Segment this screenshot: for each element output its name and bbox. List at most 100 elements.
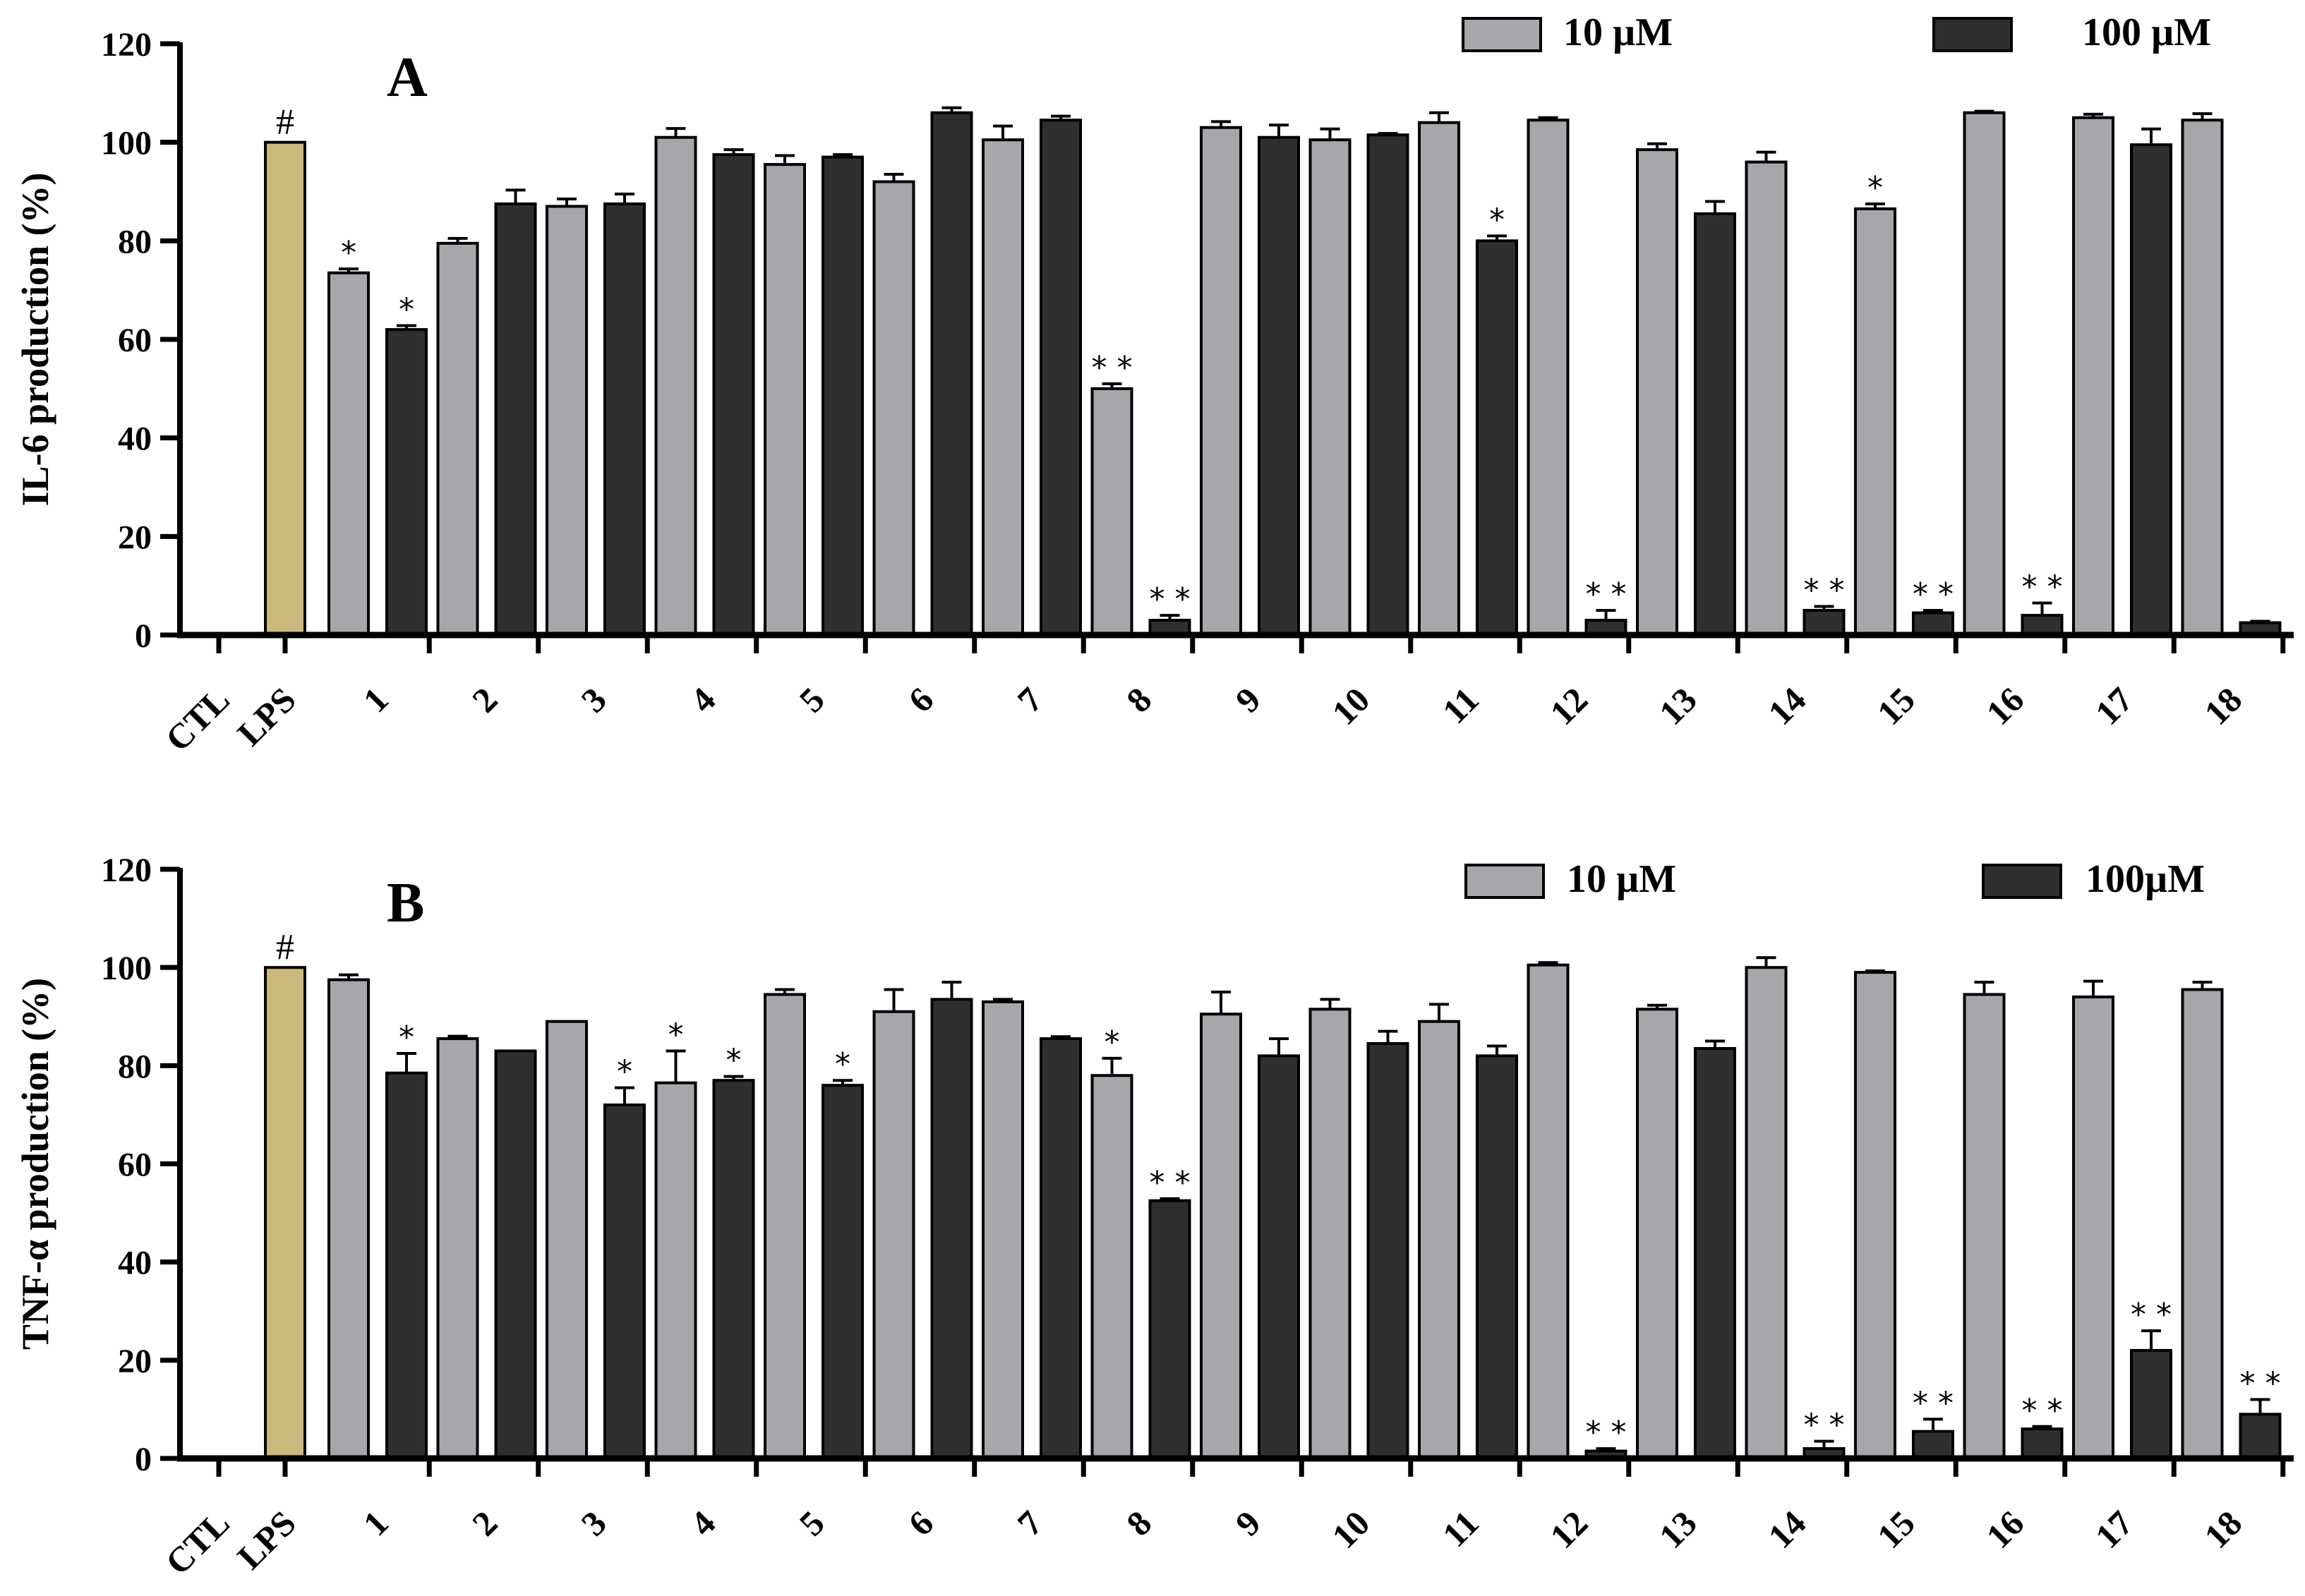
lps-annotation: # bbox=[276, 927, 294, 967]
significance-marker: * * bbox=[1913, 576, 1954, 612]
legend-swatch-10uM bbox=[1462, 17, 1542, 52]
bar-lps bbox=[264, 966, 306, 1460]
x-label-compound-17: 17 bbox=[2088, 679, 2141, 732]
bar-10uM-compound-18 bbox=[2181, 988, 2224, 1460]
y-tick-label: 40 bbox=[118, 421, 152, 458]
significance-marker: * bbox=[1105, 1024, 1120, 1060]
bar-100uM-compound-2 bbox=[494, 1049, 537, 1461]
bar-10uM-compound-15 bbox=[1854, 971, 1896, 1460]
bar-100uM-compound-7 bbox=[1040, 1037, 1082, 1460]
significance-marker: * * bbox=[1586, 576, 1627, 612]
bar-100uM-compound-8 bbox=[1148, 1199, 1191, 1460]
chart-panel-a: 0 20 40 60 80 100 120 IL-6 production (%) A 10 µM… bbox=[14, 11, 2294, 758]
legend-swatch-100uM bbox=[1982, 864, 2062, 899]
bar-100uM-compound-6 bbox=[930, 111, 973, 636]
bar-10uM-compound-1 bbox=[327, 271, 370, 637]
x-label-compound-14: 14 bbox=[1760, 679, 1813, 732]
x-label-ctl: CTL bbox=[157, 1503, 236, 1582]
bar-10uM-compound-16 bbox=[1963, 111, 2006, 636]
x-label-compound-5: 5 bbox=[792, 1503, 832, 1543]
legend-swatch-100uM bbox=[1932, 17, 2013, 52]
bar-10uM-compound-2 bbox=[436, 1037, 479, 1460]
bar-100uM-compound-15 bbox=[1912, 611, 1954, 637]
bar-10uM-compound-10 bbox=[1308, 1008, 1352, 1460]
x-label-compound-14: 14 bbox=[1760, 1503, 1813, 1556]
x-label-compound-7: 7 bbox=[1010, 1503, 1050, 1543]
x-label-lps: LPS bbox=[229, 679, 303, 753]
x-label-compound-17: 17 bbox=[2088, 1503, 2141, 1556]
bar-10uM-compound-6 bbox=[872, 180, 915, 636]
lps-annotation: # bbox=[276, 102, 294, 143]
bar-100uM-compound-9 bbox=[1258, 135, 1300, 636]
bar-10uM-compound-17 bbox=[2072, 995, 2114, 1460]
x-label-compound-9: 9 bbox=[1228, 1503, 1268, 1543]
bar-10uM-compound-11 bbox=[1418, 1020, 1460, 1461]
bar-100uM-compound-13 bbox=[1694, 212, 1736, 636]
y-tick-label: 120 bbox=[101, 852, 152, 889]
y-axis-title: IL-6 production (%) bbox=[14, 172, 56, 506]
bar-10uM-compound-17 bbox=[2072, 116, 2114, 636]
bar-100uM-compound-11 bbox=[1476, 239, 1518, 637]
x-label-compound-15: 15 bbox=[1870, 1503, 1922, 1556]
x-label-ctl: CTL bbox=[157, 679, 236, 758]
significance-marker: * * bbox=[1913, 1385, 1954, 1421]
y-tick-label: 40 bbox=[118, 1245, 152, 1282]
x-label-compound-4: 4 bbox=[682, 1503, 723, 1543]
panel-letter: A bbox=[387, 47, 428, 109]
significance-marker: * * bbox=[2131, 1297, 2172, 1333]
bar-100uM-compound-5 bbox=[822, 155, 864, 637]
bar-10uM-compound-7 bbox=[982, 138, 1024, 637]
x-label-compound-13: 13 bbox=[1651, 679, 1704, 732]
x-label-compound-4: 4 bbox=[682, 679, 723, 720]
significance-marker: * bbox=[617, 1054, 632, 1090]
bar-10uM-compound-13 bbox=[1636, 1008, 1678, 1460]
legend-swatch-10uM bbox=[1464, 864, 1545, 899]
y-tick-label: 80 bbox=[118, 223, 152, 260]
x-label-compound-12: 12 bbox=[1542, 1503, 1595, 1556]
x-label-compound-18: 18 bbox=[2196, 1503, 2249, 1556]
bar-100uM-compound-15 bbox=[1912, 1429, 1954, 1460]
significance-marker: * * bbox=[2022, 569, 2063, 605]
legend-label-100uM: 100µM bbox=[2086, 857, 2205, 901]
bar-10uM-compound-12 bbox=[1527, 963, 1570, 1460]
bar-100uM-compound-13 bbox=[1694, 1046, 1736, 1460]
bar-100uM-compound-3 bbox=[603, 202, 646, 637]
x-label-compound-12: 12 bbox=[1542, 679, 1595, 732]
significance-marker: * bbox=[726, 1043, 742, 1079]
x-label-compound-6: 6 bbox=[901, 679, 941, 720]
bar-10uM-compound-13 bbox=[1636, 148, 1678, 636]
bar-10uM-compound-5 bbox=[764, 993, 806, 1460]
x-label-compound-2: 2 bbox=[464, 679, 505, 720]
bar-10uM-compound-5 bbox=[764, 163, 806, 636]
bar-100uM-compound-3 bbox=[603, 1104, 646, 1460]
bar-100uM-compound-10 bbox=[1366, 1042, 1409, 1461]
x-label-compound-1: 1 bbox=[356, 679, 396, 720]
bar-100uM-compound-1 bbox=[385, 1071, 428, 1461]
x-label-compound-9: 9 bbox=[1228, 679, 1268, 720]
bar-10uM-compound-11 bbox=[1418, 121, 1460, 636]
x-label-compound-11: 11 bbox=[1435, 679, 1486, 731]
significance-marker: * * bbox=[2240, 1366, 2281, 1402]
bar-10uM-compound-14 bbox=[1745, 966, 1788, 1460]
bar-100uM-compound-18 bbox=[2239, 1413, 2282, 1460]
x-label-compound-6: 6 bbox=[901, 1503, 941, 1543]
x-label-compound-16: 16 bbox=[1978, 1503, 2031, 1556]
bar-10uM-compound-8 bbox=[1090, 387, 1133, 636]
x-label-compound-13: 13 bbox=[1651, 1503, 1704, 1556]
x-label-compound-3: 3 bbox=[574, 1503, 614, 1543]
bar-10uM-compound-8 bbox=[1090, 1074, 1133, 1460]
bar-10uM-compound-7 bbox=[982, 1000, 1024, 1460]
bar-100uM-compound-17 bbox=[2130, 143, 2172, 637]
bar-10uM-compound-10 bbox=[1308, 138, 1352, 637]
panel-letter: B bbox=[387, 872, 424, 934]
x-label-compound-8: 8 bbox=[1119, 679, 1159, 720]
bar-10uM-compound-9 bbox=[1200, 126, 1242, 636]
significance-marker: * * bbox=[1586, 1415, 1627, 1451]
bar-10uM-compound-2 bbox=[436, 241, 479, 636]
x-label-compound-15: 15 bbox=[1870, 679, 1922, 732]
y-tick-label: 60 bbox=[118, 1147, 152, 1184]
bar-100uM-compound-14 bbox=[1803, 609, 1846, 636]
significance-marker: * bbox=[668, 1017, 684, 1053]
bar-10uM-compound-3 bbox=[546, 205, 588, 636]
significance-marker: * bbox=[341, 235, 356, 271]
